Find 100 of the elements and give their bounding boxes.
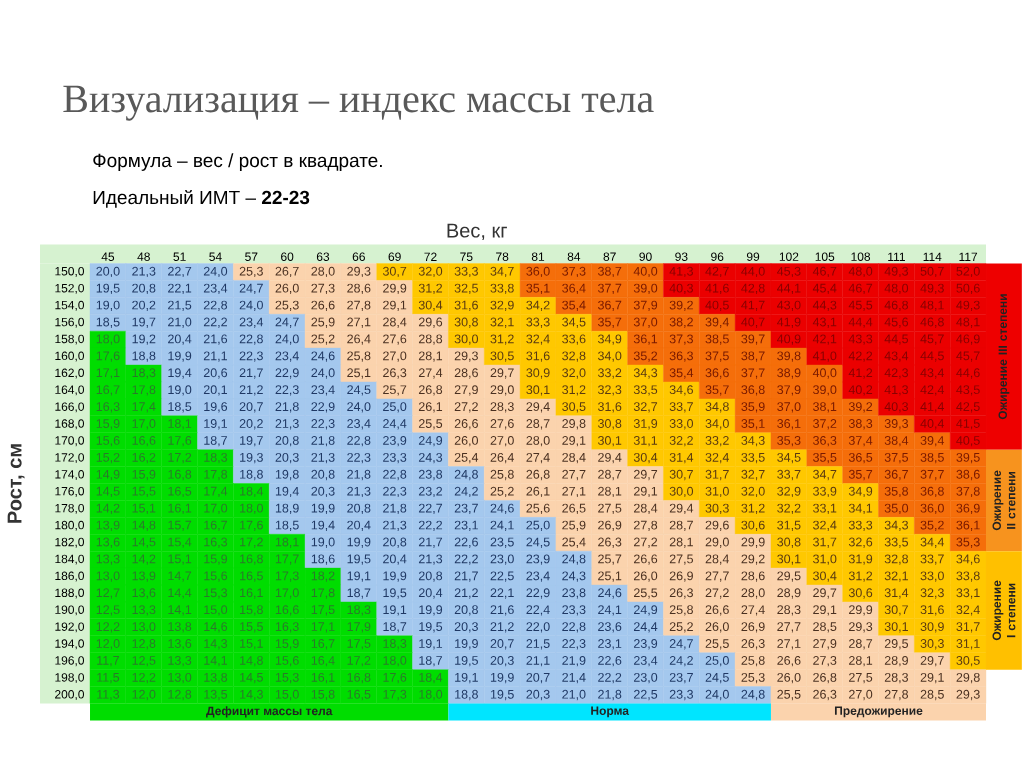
data-label: 41,6 bbox=[705, 283, 729, 295]
data-label: 17,9 bbox=[347, 622, 371, 633]
data-label: 29,1 bbox=[920, 672, 944, 684]
data-label: 26,1 bbox=[526, 486, 550, 498]
data-label: 31,7 bbox=[813, 537, 837, 548]
data-label: 13,0 bbox=[132, 622, 156, 633]
data-label: 16,1 bbox=[311, 672, 335, 684]
x-tick-label: 66 bbox=[352, 252, 365, 261]
data-label: 29,0 bbox=[705, 537, 729, 548]
data-label: 29,7 bbox=[490, 368, 514, 379]
data-label: 20,8 bbox=[347, 503, 371, 515]
data-label: 18,3 bbox=[347, 605, 371, 616]
data-label: 22,8 bbox=[203, 300, 228, 311]
data-label: 30,3 bbox=[705, 503, 729, 515]
y-tick-label: 196,0 bbox=[55, 656, 85, 667]
data-label: 15,9 bbox=[275, 639, 299, 650]
data-label: 45,5 bbox=[848, 300, 873, 311]
data-label: 19,8 bbox=[275, 469, 299, 481]
y-tick-label: 176,0 bbox=[55, 487, 85, 497]
text: Дефицит массы тела bbox=[206, 706, 333, 718]
data-label: 17,0 bbox=[204, 503, 228, 515]
data-label: 25,8 bbox=[669, 605, 693, 616]
data-label: 34,2 bbox=[526, 300, 550, 311]
data-label: 15,0 bbox=[204, 605, 228, 616]
data-label: 22,3 bbox=[239, 351, 263, 362]
data-label: 29,6 bbox=[418, 317, 443, 328]
data-label: 26,3 bbox=[741, 639, 765, 650]
text: Формула – вес / рост в квадрате. bbox=[93, 153, 382, 171]
data-label: 25,7 bbox=[383, 385, 407, 396]
data-label: 23,3 bbox=[383, 452, 407, 464]
y-tick-label: 198,0 bbox=[55, 673, 85, 684]
data-label: 28,3 bbox=[777, 605, 801, 616]
data-label: 24,2 bbox=[454, 486, 478, 498]
data-label: 26,6 bbox=[777, 656, 801, 667]
data-label: 29,9 bbox=[383, 283, 407, 295]
data-label: 25,2 bbox=[311, 334, 335, 345]
x-tick-label: 45 bbox=[101, 252, 115, 261]
data-label: 17,1 bbox=[96, 368, 120, 379]
data-label: 15,3 bbox=[275, 672, 299, 684]
data-label: 34,7 bbox=[813, 469, 837, 481]
data-label: 39,2 bbox=[669, 300, 693, 311]
data-label: 23,3 bbox=[669, 689, 693, 701]
data-label: 31,9 bbox=[633, 419, 658, 430]
data-label: 22,3 bbox=[275, 385, 299, 396]
data-label: 32,3 bbox=[597, 385, 622, 396]
data-label: 48,0 bbox=[884, 283, 909, 295]
data-label: 13,5 bbox=[204, 689, 228, 701]
data-label: 25,2 bbox=[490, 486, 514, 498]
data-label: 30,5 bbox=[562, 402, 586, 413]
y-tick-label: 166,0 bbox=[55, 402, 85, 413]
y-tick-label: 172,0 bbox=[55, 453, 85, 464]
data-label: 16,1 bbox=[240, 588, 263, 599]
data-label: 30,6 bbox=[848, 588, 873, 599]
data-label: 37,3 bbox=[562, 266, 586, 278]
data-label: 26,3 bbox=[598, 537, 622, 548]
data-label: 34,3 bbox=[633, 368, 658, 379]
data-label: 23,1 bbox=[454, 520, 478, 531]
data-label: 43,4 bbox=[884, 351, 909, 362]
data-label: 18,1 bbox=[168, 419, 192, 430]
data-label: 27,2 bbox=[705, 588, 729, 599]
data-label: 34,5 bbox=[562, 317, 586, 328]
data-label: 29,3 bbox=[849, 622, 873, 633]
data-label: 23,9 bbox=[633, 639, 658, 650]
data-label: 29,2 bbox=[741, 554, 765, 565]
data-label: 32,7 bbox=[741, 469, 765, 481]
y-tick-label: 194,0 bbox=[55, 639, 85, 650]
data-label: 49,3 bbox=[920, 283, 944, 295]
data-label: 17,2 bbox=[168, 452, 192, 464]
data-label: 18,0 bbox=[383, 656, 407, 667]
data-label: 23,4 bbox=[347, 419, 371, 430]
data-label: 28,6 bbox=[454, 368, 478, 379]
data-label: 36,8 bbox=[741, 385, 765, 396]
x-tick-label: 57 bbox=[245, 252, 258, 261]
data-label: 18,0 bbox=[419, 689, 443, 701]
data-label: 33,9 bbox=[813, 486, 837, 498]
data-label: 25,6 bbox=[526, 503, 550, 515]
data-label: 44,3 bbox=[812, 300, 837, 311]
data-label: 18,7 bbox=[347, 588, 371, 599]
data-label: 29,9 bbox=[849, 605, 873, 616]
data-label: 18,2 bbox=[311, 571, 335, 582]
data-label: 22,8 bbox=[383, 469, 407, 481]
data-label: 23,4 bbox=[633, 656, 658, 667]
data-label: 20,6 bbox=[203, 368, 228, 379]
data-label: 29,0 bbox=[490, 385, 514, 396]
data-label: 29,6 bbox=[705, 520, 729, 531]
y-tick-label: 160,0 bbox=[55, 351, 85, 362]
data-label: 19,5 bbox=[455, 656, 478, 667]
data-label: 24,6 bbox=[598, 588, 622, 599]
data-label: 26,0 bbox=[705, 622, 729, 633]
data-label: 19,0 bbox=[168, 385, 192, 396]
data-label: 27,7 bbox=[777, 622, 801, 633]
data-label: 26,0 bbox=[777, 672, 801, 684]
x-tick-label: 63 bbox=[316, 252, 330, 261]
data-label: 30,5 bbox=[490, 351, 514, 362]
data-label: 15,9 bbox=[204, 554, 228, 565]
data-label: 18,0 bbox=[96, 334, 120, 345]
data-label: 26,3 bbox=[813, 689, 837, 701]
data-label: 19,9 bbox=[383, 571, 407, 582]
data-label: 20,7 bbox=[526, 672, 550, 684]
data-label: 33,5 bbox=[741, 452, 765, 464]
